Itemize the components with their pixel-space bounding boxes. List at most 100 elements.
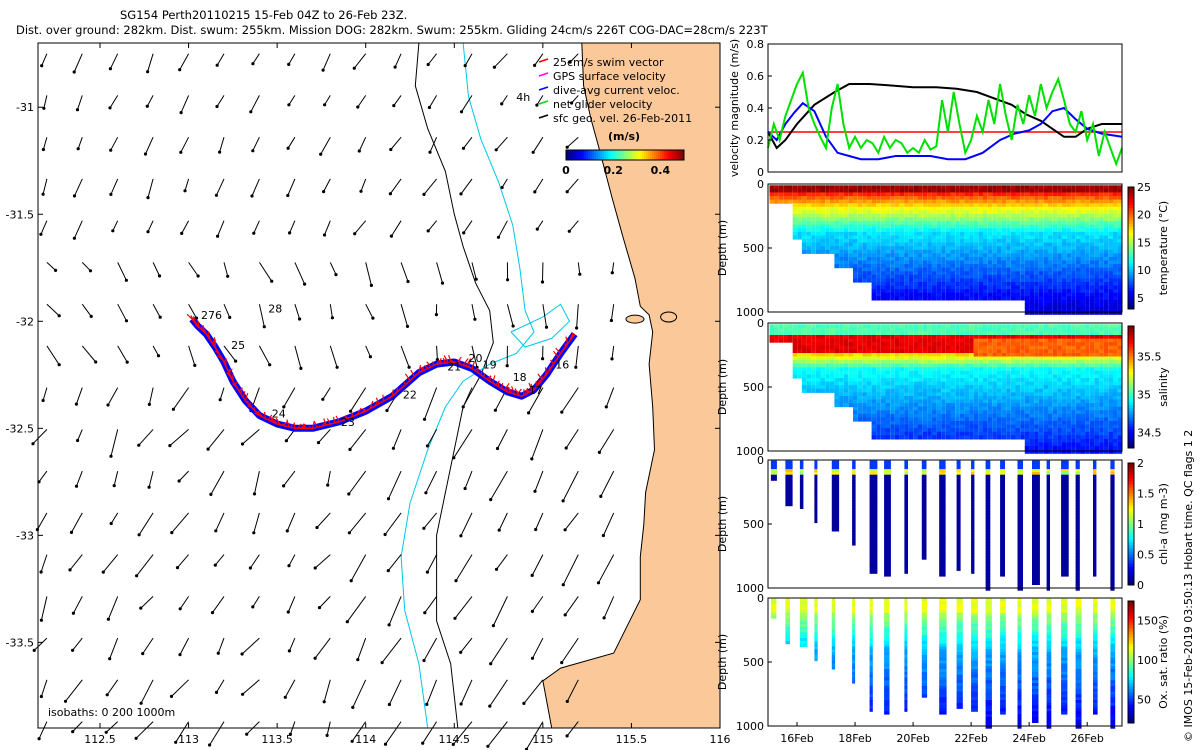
data-cell (829, 214, 835, 219)
data-cell (792, 331, 798, 336)
data-cell (1034, 353, 1039, 358)
data-cell (983, 199, 988, 204)
data-cell (885, 335, 891, 340)
data-cell (1038, 292, 1044, 297)
data-cell (1034, 388, 1039, 393)
data-cell (978, 185, 983, 190)
data-cell (955, 378, 960, 383)
data-cell (955, 410, 960, 415)
data-cell (890, 431, 895, 436)
data-cell (1010, 367, 1016, 372)
data-cell (959, 257, 965, 262)
data-cell (927, 399, 932, 404)
data-cell (862, 385, 867, 390)
data-cell (885, 396, 891, 401)
sfc-velocity-arrow-head (284, 439, 288, 443)
data-cell (931, 417, 937, 422)
data-cell (1020, 246, 1025, 251)
data-cell (848, 221, 853, 226)
data-cell (857, 324, 863, 329)
data-cell (1071, 442, 1076, 447)
data-cell (839, 331, 844, 336)
data-cell (811, 338, 816, 343)
data-cell (1029, 224, 1034, 229)
data-cell (848, 363, 853, 368)
data-cell (1061, 335, 1067, 340)
sfc-velocity-arrow (169, 429, 189, 446)
data-cell (797, 221, 802, 226)
data-cell (876, 413, 881, 418)
data-cell (820, 188, 826, 193)
data-cell (853, 324, 858, 329)
data-cell (1034, 439, 1039, 444)
data-cell (1085, 199, 1090, 204)
data-cell (899, 349, 904, 354)
data-cell (1010, 349, 1016, 354)
data-cell (936, 374, 942, 379)
data-cell (834, 353, 839, 358)
sfc-velocity-arrow (494, 53, 508, 68)
data-cell (922, 406, 928, 411)
data-cell (992, 403, 997, 408)
data-cell (1057, 388, 1062, 393)
data-cell (890, 214, 895, 219)
data-cell (899, 246, 904, 251)
data-cell (1080, 188, 1086, 193)
data-cell (1061, 303, 1067, 308)
data-cell (913, 188, 918, 193)
sfc-velocity-arrow (598, 429, 615, 453)
temp-colorbar-cell (1128, 202, 1134, 206)
data-cell (1020, 396, 1025, 401)
data-cell (801, 192, 807, 197)
data-cell (871, 417, 877, 422)
data-cell (964, 431, 969, 436)
sfc-velocity-arrow (72, 637, 83, 651)
data-cell (894, 374, 900, 379)
data-cell (876, 282, 881, 287)
sfc-velocity-arrow-head (216, 234, 220, 238)
data-cell (969, 370, 974, 375)
data-cell (987, 399, 993, 404)
data-cell (1052, 260, 1058, 265)
data-cell (973, 296, 979, 301)
data-cell (1043, 267, 1048, 272)
data-cell (918, 224, 923, 229)
data-cell (1085, 285, 1090, 290)
data-cell (1038, 271, 1044, 276)
data-cell (1038, 381, 1044, 386)
data-cell (996, 239, 1002, 244)
data-cell (904, 431, 909, 436)
data-cell (931, 370, 937, 375)
data-cell (811, 360, 816, 365)
data-cell (834, 342, 839, 347)
data-cell (1089, 188, 1095, 193)
data-cell (978, 296, 983, 301)
data-cell (904, 342, 909, 347)
data-cell (973, 381, 979, 386)
data-cell (839, 228, 844, 233)
data-cell (950, 203, 956, 208)
data-cell (983, 242, 988, 247)
sfc-velocity-arrow-head (226, 274, 230, 278)
sfc-velocity-arrow-head (596, 581, 601, 585)
sfc-velocity-arrow-head (282, 405, 286, 409)
data-cell (973, 428, 979, 433)
data-cell (983, 345, 988, 350)
data-cell (1071, 228, 1076, 233)
data-cell (862, 363, 867, 368)
data-cell (1038, 345, 1044, 350)
data-cell (1089, 206, 1095, 211)
data-cell (876, 231, 881, 236)
data-cell (806, 206, 812, 211)
data-cell (829, 327, 835, 332)
data-cell (792, 192, 798, 197)
data-cell (820, 356, 826, 361)
data-cell (774, 327, 779, 332)
data-cell (992, 192, 997, 197)
data-cell (801, 360, 807, 365)
data-cell (1038, 435, 1044, 440)
data-cell (1057, 307, 1062, 312)
data-cell (1075, 257, 1081, 262)
data-cell (820, 345, 826, 350)
data-cell (853, 210, 858, 215)
